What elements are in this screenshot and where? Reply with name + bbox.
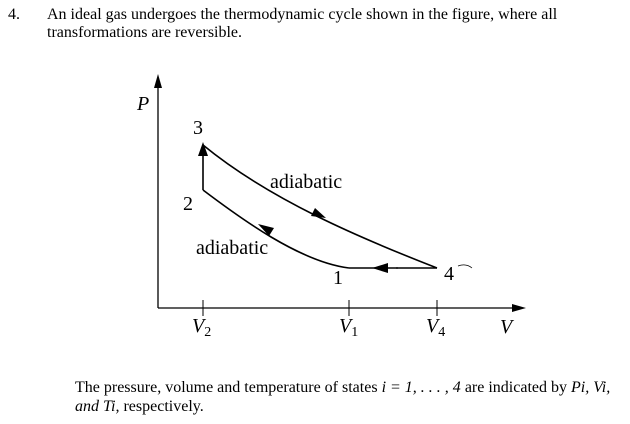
curve-label-lower: adiabatic xyxy=(196,237,268,259)
leader-mark xyxy=(457,264,473,269)
arrow-up-icon xyxy=(198,142,208,156)
arrow-up-left-icon xyxy=(258,224,274,236)
state-label-1: 1 xyxy=(333,267,343,289)
caption-text: The pressure, volume and temperature of … xyxy=(75,379,611,415)
question-number: 4. xyxy=(8,6,20,23)
x-axis-arrow-icon xyxy=(512,304,526,312)
tick-label-v1: V1 xyxy=(339,315,358,340)
axes xyxy=(157,82,518,309)
arrow-left-icon xyxy=(372,263,388,273)
arrow-down-right-icon xyxy=(311,208,326,218)
state-label-2: 2 xyxy=(183,193,193,215)
curve-label-upper: adiabatic xyxy=(270,171,342,193)
dot-mark xyxy=(396,267,398,269)
y-axis-arrow-icon xyxy=(154,74,162,88)
x-ticks xyxy=(202,300,438,316)
process-1-2-adiabat xyxy=(202,189,350,269)
tick-label-v2: V2 xyxy=(192,315,211,340)
y-axis-label: P xyxy=(136,93,149,115)
state-label-4: 4 xyxy=(444,263,454,285)
tick-label-v4: V4 xyxy=(426,315,445,340)
question-text: An ideal gas undergoes the thermodynamic… xyxy=(47,6,558,41)
state-label-3: 3 xyxy=(193,117,203,139)
x-axis-label: V xyxy=(500,316,515,338)
